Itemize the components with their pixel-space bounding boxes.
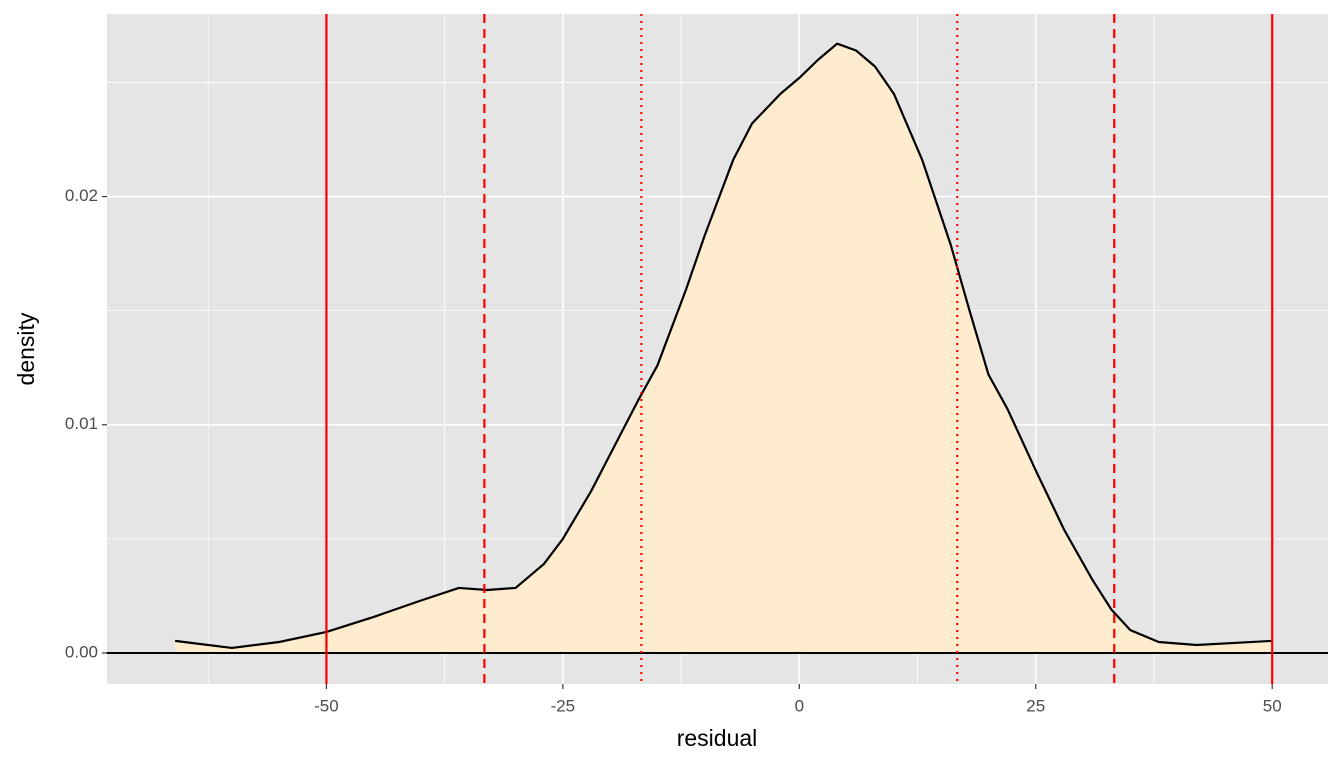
x-tick-label: 0 — [795, 696, 804, 715]
y-tick-label: 0.02 — [65, 186, 98, 205]
y-axis-title: density — [13, 312, 39, 385]
density-area — [175, 43, 1273, 653]
y-tick-label: 0.01 — [65, 414, 98, 433]
x-tick-label: -50 — [314, 696, 339, 715]
x-axis-title: residual — [677, 725, 758, 751]
density-line — [174, 42, 1273, 650]
y-tick-label: 0.00 — [65, 642, 98, 661]
x-tick-label: 50 — [1263, 696, 1282, 715]
x-tick-label: -25 — [551, 696, 576, 715]
x-tick-label: 25 — [1026, 696, 1045, 715]
